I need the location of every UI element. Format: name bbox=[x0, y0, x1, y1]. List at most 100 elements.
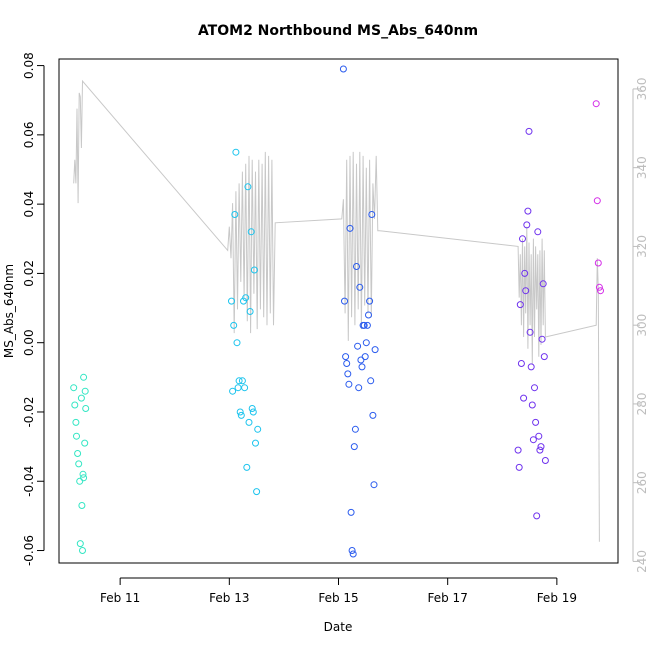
data-point bbox=[229, 387, 237, 395]
data-point bbox=[370, 481, 378, 489]
data-point bbox=[249, 408, 257, 416]
data-point bbox=[362, 339, 370, 347]
x-tick-label: Feb 17 bbox=[428, 591, 468, 605]
data-point bbox=[356, 283, 364, 291]
data-point bbox=[516, 301, 524, 309]
y-tick-label: 0.02 bbox=[22, 260, 36, 287]
data-point bbox=[536, 446, 544, 454]
data-point bbox=[357, 356, 365, 364]
y-tick-label: -0.04 bbox=[22, 466, 36, 497]
x-axis: Feb 11 Feb 13 Feb 15 Feb 17 Feb 19 bbox=[100, 577, 577, 605]
data-point bbox=[228, 297, 235, 305]
data-point bbox=[541, 457, 549, 464]
data-point bbox=[363, 321, 371, 329]
y2-tick-label: 300 bbox=[635, 314, 649, 337]
data-point bbox=[345, 380, 353, 388]
data-point bbox=[515, 463, 523, 471]
data-point bbox=[72, 418, 80, 426]
y-tick-label: 0.08 bbox=[22, 52, 36, 79]
plot-frame bbox=[58, 58, 619, 564]
data-point bbox=[253, 488, 261, 496]
data-point bbox=[514, 446, 522, 454]
data-point bbox=[80, 474, 88, 482]
data-point bbox=[527, 363, 535, 371]
data-point bbox=[520, 394, 528, 402]
data-point bbox=[237, 411, 245, 419]
plot-area bbox=[70, 65, 604, 558]
data-point bbox=[519, 235, 526, 243]
data-point bbox=[339, 65, 347, 73]
data-point bbox=[78, 502, 86, 509]
data-point bbox=[539, 280, 547, 288]
data-point bbox=[82, 405, 90, 412]
data-point bbox=[246, 308, 254, 315]
data-point bbox=[535, 432, 543, 440]
x-tick-label: Feb 19 bbox=[537, 591, 577, 605]
points-layer bbox=[70, 65, 604, 558]
data-point bbox=[343, 360, 351, 367]
x-axis-label: Date bbox=[324, 620, 353, 634]
y-axis-label: MS_Abs_640nm bbox=[2, 264, 16, 358]
x-tick-label: Feb 11 bbox=[100, 591, 140, 605]
y-tick-label: 0.00 bbox=[22, 329, 36, 356]
data-point bbox=[529, 436, 537, 444]
data-point bbox=[254, 425, 262, 433]
data-point bbox=[593, 197, 601, 205]
data-point bbox=[348, 547, 356, 554]
data-point bbox=[367, 377, 375, 385]
data-point bbox=[351, 425, 359, 433]
data-point bbox=[247, 228, 255, 236]
data-point bbox=[236, 408, 244, 416]
y2-tick-label: 260 bbox=[635, 471, 649, 494]
data-point bbox=[74, 450, 82, 457]
series-line-secondary bbox=[73, 79, 600, 542]
data-point bbox=[238, 377, 246, 385]
x-tick-label: Feb 13 bbox=[209, 591, 249, 605]
data-point bbox=[70, 384, 78, 392]
data-point bbox=[76, 477, 84, 485]
data-point bbox=[365, 311, 372, 319]
data-point bbox=[242, 294, 250, 302]
y2-axis: 240 260 280 300 320 340 360 bbox=[632, 77, 649, 573]
data-point bbox=[369, 411, 377, 419]
y2-tick-label: 320 bbox=[635, 235, 649, 258]
data-point bbox=[366, 297, 374, 305]
data-point bbox=[232, 148, 240, 156]
y-axis: -0.06 -0.04 -0.02 0.00 0.02 0.04 0.06 0.08 bbox=[22, 52, 45, 566]
chart-title: ATOM2 Northbound MS_Abs_640nm bbox=[198, 23, 478, 39]
data-point bbox=[79, 470, 87, 478]
data-point bbox=[80, 373, 88, 381]
data-point bbox=[231, 211, 239, 218]
data-point bbox=[371, 346, 379, 354]
y-tick-label: -0.06 bbox=[22, 535, 36, 566]
data-point bbox=[81, 387, 89, 395]
data-point bbox=[537, 443, 545, 451]
data-point bbox=[244, 183, 252, 191]
line-layer bbox=[73, 79, 600, 542]
data-point bbox=[355, 384, 363, 392]
data-point bbox=[241, 384, 249, 392]
data-point bbox=[592, 100, 600, 108]
data-point bbox=[521, 269, 529, 277]
data-point bbox=[230, 321, 238, 329]
data-point bbox=[353, 263, 360, 270]
data-point bbox=[517, 360, 525, 367]
data-point bbox=[233, 339, 241, 347]
data-point bbox=[344, 370, 352, 378]
data-point bbox=[341, 297, 348, 305]
y2-tick-label: 360 bbox=[635, 77, 649, 100]
data-point bbox=[245, 418, 253, 426]
data-point bbox=[526, 328, 534, 336]
data-point bbox=[350, 443, 358, 451]
x-tick-label: Feb 15 bbox=[318, 591, 358, 605]
y-tick-label: 0.04 bbox=[22, 191, 36, 218]
y2-tick-label: 240 bbox=[635, 550, 649, 573]
data-point bbox=[532, 418, 540, 426]
data-point bbox=[349, 550, 357, 558]
data-point bbox=[534, 228, 542, 236]
data-point bbox=[81, 439, 89, 447]
data-point bbox=[358, 363, 366, 371]
data-point bbox=[597, 287, 604, 295]
data-point bbox=[538, 335, 546, 343]
